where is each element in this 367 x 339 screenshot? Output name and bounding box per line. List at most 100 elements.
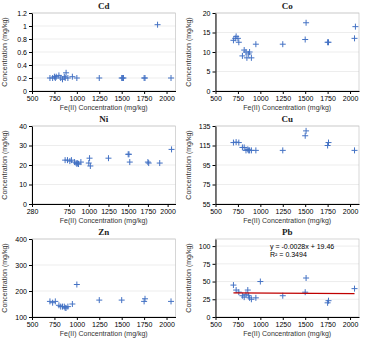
x-tick: 750 bbox=[233, 317, 245, 328]
y-tick-mark bbox=[213, 317, 216, 318]
y-tick: 400 bbox=[15, 236, 32, 243]
scatter-point bbox=[302, 289, 308, 295]
y-tick: 20 bbox=[203, 10, 216, 17]
x-tick-label: 1250 bbox=[275, 321, 291, 328]
x-tick: 1250 bbox=[275, 91, 291, 102]
scatter-point bbox=[257, 279, 263, 285]
y-tick-label: 30 bbox=[19, 142, 27, 149]
y-axis: 010203040 bbox=[19, 123, 32, 208]
x-tick-label: 750 bbox=[49, 321, 61, 328]
scatter-point bbox=[168, 75, 174, 81]
scatter-point bbox=[53, 74, 59, 80]
x-tick: 1500 bbox=[298, 317, 314, 328]
grid-line bbox=[216, 71, 360, 72]
y-tick: 100 bbox=[15, 314, 32, 321]
x-tick-label: 1000 bbox=[70, 321, 86, 328]
trend-line bbox=[233, 292, 354, 294]
scatter-point bbox=[326, 140, 332, 146]
x-tick-label: 750 bbox=[233, 321, 245, 328]
x-tick: 750 bbox=[233, 204, 245, 215]
x-tick-label: 750 bbox=[49, 95, 61, 102]
x-tick-label: 1750 bbox=[320, 208, 336, 215]
x-tick: 500 bbox=[27, 317, 39, 328]
x-tick-label: 1750 bbox=[320, 95, 336, 102]
x-tick-mark bbox=[305, 204, 306, 207]
annotation-line: R² = 0.3494 bbox=[270, 251, 307, 258]
y-tick: 10 bbox=[19, 181, 32, 188]
x-tick-label: 1250 bbox=[92, 321, 108, 328]
x-tick-label: 1000 bbox=[70, 95, 86, 102]
scatter-point bbox=[86, 160, 92, 166]
y-axis: 100200300400 bbox=[15, 236, 32, 321]
subplot-title: Zn bbox=[98, 227, 109, 237]
scatter-point bbox=[280, 41, 286, 47]
y-tick-label: 0 bbox=[23, 201, 27, 208]
subplot-title: Cd bbox=[98, 1, 110, 11]
y-tick-mark bbox=[29, 185, 32, 186]
x-tick-label: 1250 bbox=[92, 95, 108, 102]
x-tick-label: 2000 bbox=[159, 95, 175, 102]
y-tick: 20 bbox=[19, 162, 32, 169]
x-tick-label: 1500 bbox=[298, 321, 314, 328]
x-tick: 1000 bbox=[253, 91, 269, 102]
x-tick-mark bbox=[283, 204, 284, 207]
y-axis-label: Concentration (mg/kg) bbox=[185, 243, 193, 312]
x-tick: 500 bbox=[210, 204, 222, 215]
x-tick: 1750 bbox=[137, 91, 153, 102]
x-tick-label: 750 bbox=[233, 208, 245, 215]
x-tick-label: 500 bbox=[27, 95, 39, 102]
annotation: y = -0.0028x + 19.46R² = 0.3494 bbox=[270, 243, 334, 258]
x-tick: 500 bbox=[27, 91, 39, 102]
y-axis-line bbox=[216, 127, 217, 205]
grid-line bbox=[32, 165, 176, 166]
x-tick-mark bbox=[77, 317, 78, 320]
x-tick-label: 500 bbox=[27, 321, 39, 328]
x-tick-mark bbox=[167, 91, 168, 94]
x-axis-label: Fe(II) Concentration (mg/kg) bbox=[243, 217, 331, 225]
scatter-point bbox=[87, 155, 93, 161]
x-tick-label: 2000 bbox=[160, 208, 176, 215]
x-tick-mark bbox=[283, 91, 284, 94]
x-tick-label: 1000 bbox=[253, 208, 269, 215]
grid-line bbox=[32, 26, 176, 27]
x-tick-label: 1250 bbox=[275, 208, 291, 215]
grid-line bbox=[216, 52, 360, 53]
scatter-series bbox=[230, 275, 357, 306]
x-axis: 28075010001250150017502000 bbox=[27, 204, 176, 215]
subplot-title: Ni bbox=[99, 114, 108, 124]
y-axis-line bbox=[216, 14, 217, 92]
x-tick-mark bbox=[122, 317, 123, 320]
scatter-point bbox=[69, 301, 75, 307]
y-tick-mark bbox=[29, 204, 32, 205]
x-tick-label: 500 bbox=[210, 208, 222, 215]
scatter-point bbox=[302, 37, 308, 43]
scatter-point bbox=[168, 298, 174, 304]
y-tick-label: 0.6 bbox=[17, 49, 27, 56]
y-tick: 0 bbox=[23, 88, 32, 95]
scatter-point bbox=[105, 155, 111, 161]
grid bbox=[216, 13, 360, 91]
y-tick-label: 20 bbox=[19, 162, 27, 169]
grid-line bbox=[32, 204, 176, 205]
scatter-point bbox=[235, 35, 241, 41]
x-tick: 1000 bbox=[70, 91, 86, 102]
annotation-line: y = -0.0028x + 19.46 bbox=[270, 243, 334, 251]
x-tick-label: 1750 bbox=[137, 95, 153, 102]
x-tick-mark bbox=[305, 317, 306, 320]
x-tick: 1750 bbox=[320, 317, 336, 328]
scatter-point bbox=[352, 24, 358, 30]
x-tick-mark bbox=[122, 91, 123, 94]
y-tick-mark bbox=[29, 13, 32, 14]
x-axis-line bbox=[33, 91, 177, 92]
x-tick: 750 bbox=[64, 204, 76, 215]
scatter-point bbox=[141, 75, 147, 81]
plot-frame bbox=[216, 239, 360, 317]
y-tick: 0.6 bbox=[17, 49, 32, 56]
scatter-point bbox=[96, 297, 102, 303]
y-tick-label: 5 bbox=[207, 68, 211, 75]
scatter-point bbox=[352, 35, 358, 41]
x-tick: 1000 bbox=[70, 317, 86, 328]
x-tick: 750 bbox=[233, 91, 245, 102]
plot-area bbox=[62, 146, 174, 169]
y-tick: 1.2 bbox=[17, 10, 32, 17]
